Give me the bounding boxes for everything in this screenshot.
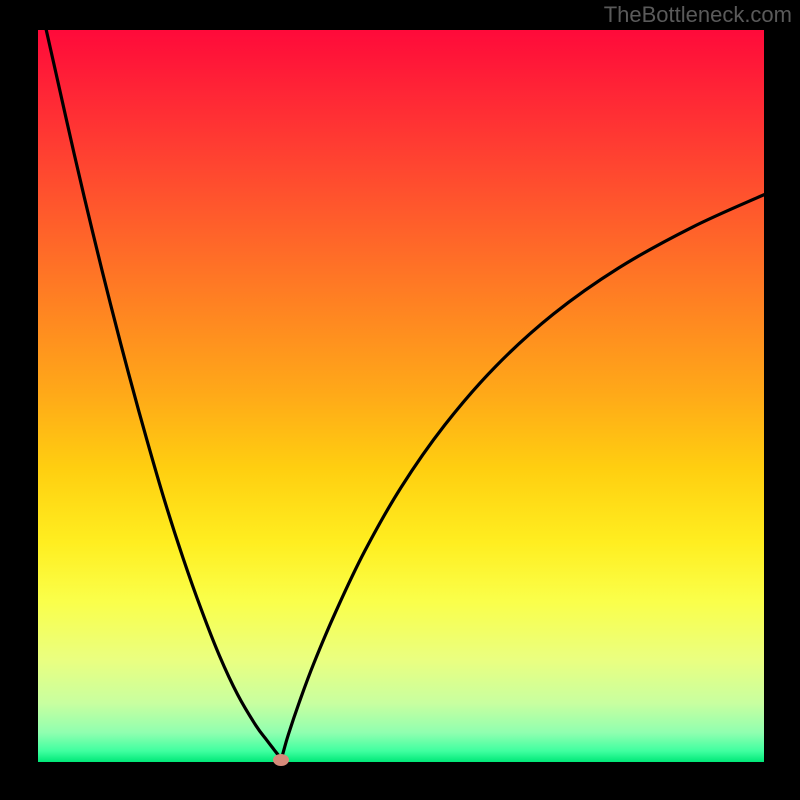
chart-container: TheBottleneck.com [0, 0, 800, 800]
plot-area [38, 30, 764, 762]
watermark-text: TheBottleneck.com [604, 2, 792, 28]
curve-right-branch [281, 195, 764, 760]
minimum-marker [273, 754, 289, 766]
curve-left-branch [38, 30, 281, 760]
plot-svg [38, 30, 764, 762]
